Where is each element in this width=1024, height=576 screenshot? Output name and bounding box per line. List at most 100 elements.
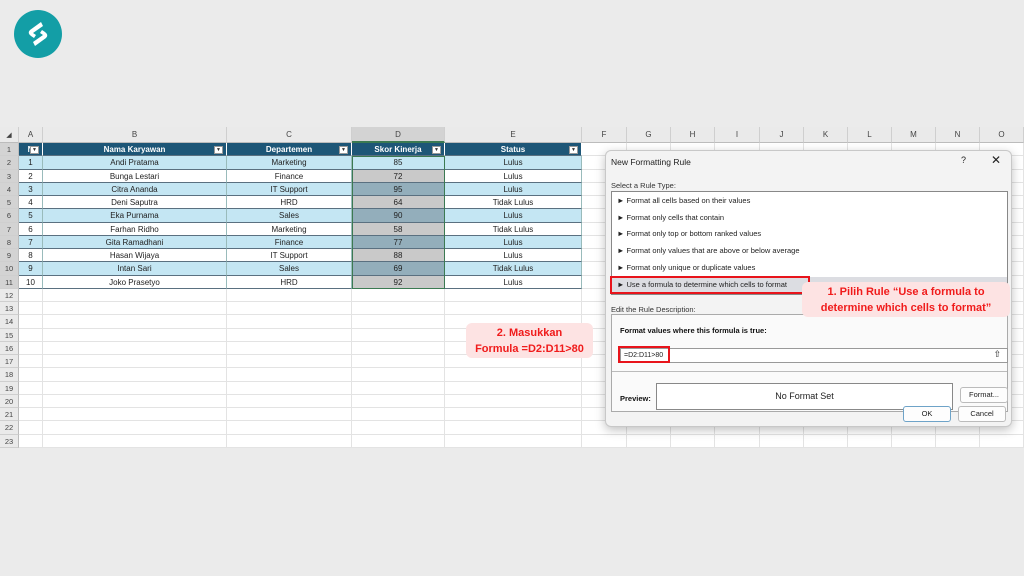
table-cell[interactable]: 9: [19, 262, 43, 276]
row-header-3[interactable]: 3: [0, 169, 19, 183]
collapse-dialog-icon[interactable]: ⇧: [993, 349, 1001, 359]
row-header-8[interactable]: 8: [0, 235, 19, 250]
table-header-cell[interactable]: N▼: [19, 143, 43, 157]
row-header-22[interactable]: 22: [0, 421, 19, 435]
row-header-11[interactable]: 11: [0, 275, 19, 289]
table-cell[interactable]: Lulus: [445, 275, 582, 289]
table-cell[interactable]: Andi Pratama: [43, 156, 227, 170]
column-header-E[interactable]: E: [445, 127, 582, 143]
table-cell[interactable]: Joko Prasetyo: [43, 275, 227, 289]
table-cell[interactable]: 3: [19, 182, 43, 197]
table-cell[interactable]: Lulus: [445, 156, 582, 170]
row-header-5[interactable]: 5: [0, 196, 19, 210]
rule-type-item[interactable]: ► Format only top or bottom ranked value…: [617, 229, 762, 239]
row-header-12[interactable]: 12: [0, 288, 19, 303]
row-header-2[interactable]: 2: [0, 156, 19, 170]
table-header-cell[interactable]: Skor Kinerja ▼: [352, 143, 445, 157]
row-header-19[interactable]: 19: [0, 381, 19, 395]
select-all-corner[interactable]: ◢: [0, 127, 19, 143]
row-header-16[interactable]: 16: [0, 341, 19, 356]
table-cell[interactable]: Deni Saputra: [43, 196, 227, 210]
column-header-A[interactable]: A: [19, 127, 43, 143]
column-header-L[interactable]: L: [848, 127, 892, 143]
row-header-1[interactable]: 1: [0, 143, 19, 157]
table-cell[interactable]: 2: [19, 169, 43, 183]
column-header-N[interactable]: N: [936, 127, 980, 143]
row-header-23[interactable]: 23: [0, 434, 19, 448]
table-cell[interactable]: IT Support: [227, 249, 352, 263]
row-header-6[interactable]: 6: [0, 209, 19, 223]
table-cell[interactable]: Citra Ananda: [43, 182, 227, 197]
table-cell[interactable]: 5: [19, 209, 43, 223]
table-cell[interactable]: Bunga Lestari: [43, 169, 227, 183]
table-cell[interactable]: Tidak Lulus: [445, 222, 582, 236]
filter-dropdown-icon[interactable]: ▼: [30, 146, 39, 154]
column-header-C[interactable]: C: [227, 127, 352, 143]
table-cell[interactable]: 10: [19, 275, 43, 289]
table-cell[interactable]: Lulus: [445, 249, 582, 263]
table-cell[interactable]: HRD: [227, 275, 352, 289]
column-header-J[interactable]: J: [760, 127, 804, 143]
table-cell[interactable]: Eka Purnama: [43, 209, 227, 223]
filter-dropdown-icon[interactable]: ▼: [339, 146, 348, 154]
filter-dropdown-icon[interactable]: ▼: [432, 146, 441, 154]
table-cell[interactable]: Sales: [227, 262, 352, 276]
row-header-17[interactable]: 17: [0, 355, 19, 369]
table-cell[interactable]: Sales: [227, 209, 352, 223]
table-cell[interactable]: Gita Ramadhani: [43, 235, 227, 250]
table-cell[interactable]: Lulus: [445, 235, 582, 250]
table-cell[interactable]: 6: [19, 222, 43, 236]
row-header-18[interactable]: 18: [0, 368, 19, 382]
table-cell[interactable]: Marketing: [227, 222, 352, 236]
close-icon[interactable]: ✕: [991, 153, 1002, 167]
column-header-D[interactable]: D: [352, 127, 445, 143]
rule-type-item[interactable]: ► Format only unique or duplicate values: [617, 262, 756, 272]
column-header-H[interactable]: H: [671, 127, 715, 143]
filter-dropdown-icon[interactable]: ▼: [214, 146, 223, 154]
column-header-M[interactable]: M: [892, 127, 936, 143]
table-cell[interactable]: Marketing: [227, 156, 352, 170]
column-header-B[interactable]: B: [43, 127, 227, 143]
table-cell[interactable]: 7: [19, 235, 43, 250]
rule-type-item[interactable]: ► Format only cells that contain: [617, 212, 725, 222]
help-button[interactable]: ?: [961, 155, 967, 165]
table-cell[interactable]: Lulus: [445, 169, 582, 183]
format-button[interactable]: Format...: [960, 387, 1008, 403]
table-cell[interactable]: Intan Sari: [43, 262, 227, 276]
row-header-13[interactable]: 13: [0, 302, 19, 316]
column-header-K[interactable]: K: [804, 127, 848, 143]
column-header-I[interactable]: I: [715, 127, 760, 143]
table-cell[interactable]: 8: [19, 249, 43, 263]
column-header-G[interactable]: G: [627, 127, 671, 143]
row-header-10[interactable]: 10: [0, 262, 19, 276]
table-header-cell[interactable]: Status ▼: [445, 143, 582, 157]
table-cell[interactable]: Hasan Wijaya: [43, 249, 227, 263]
table-cell[interactable]: 1: [19, 156, 43, 170]
column-header-O[interactable]: O: [980, 127, 1024, 143]
row-header-9[interactable]: 9: [0, 249, 19, 263]
table-header-cell[interactable]: Nama Karyawan ▼: [43, 143, 227, 157]
rule-type-item[interactable]: ► Format all cells based on their values: [617, 196, 751, 205]
table-cell[interactable]: Finance: [227, 169, 352, 183]
table-cell[interactable]: Tidak Lulus: [445, 262, 582, 276]
row-header-7[interactable]: 7: [0, 222, 19, 236]
row-header-20[interactable]: 20: [0, 394, 19, 409]
row-header-15[interactable]: 15: [0, 328, 19, 342]
table-cell[interactable]: Tidak Lulus: [445, 196, 582, 210]
row-header-14[interactable]: 14: [0, 315, 19, 329]
table-header-cell[interactable]: Departemen ▼: [227, 143, 352, 157]
ok-button[interactable]: OK: [903, 406, 951, 422]
row-header-21[interactable]: 21: [0, 408, 19, 422]
filter-dropdown-icon[interactable]: ▼: [569, 146, 578, 154]
table-cell[interactable]: IT Support: [227, 182, 352, 197]
cancel-button[interactable]: Cancel: [958, 406, 1006, 422]
table-cell[interactable]: Lulus: [445, 182, 582, 197]
table-cell[interactable]: Farhan Ridho: [43, 222, 227, 236]
table-cell[interactable]: Lulus: [445, 209, 582, 223]
formula-input[interactable]: =D2:D11>80: [620, 348, 1008, 363]
table-cell[interactable]: HRD: [227, 196, 352, 210]
column-header-F[interactable]: F: [582, 127, 627, 143]
table-cell[interactable]: Finance: [227, 235, 352, 250]
rule-type-item[interactable]: ► Format only values that are above or b…: [617, 246, 800, 256]
row-header-4[interactable]: 4: [0, 182, 19, 197]
